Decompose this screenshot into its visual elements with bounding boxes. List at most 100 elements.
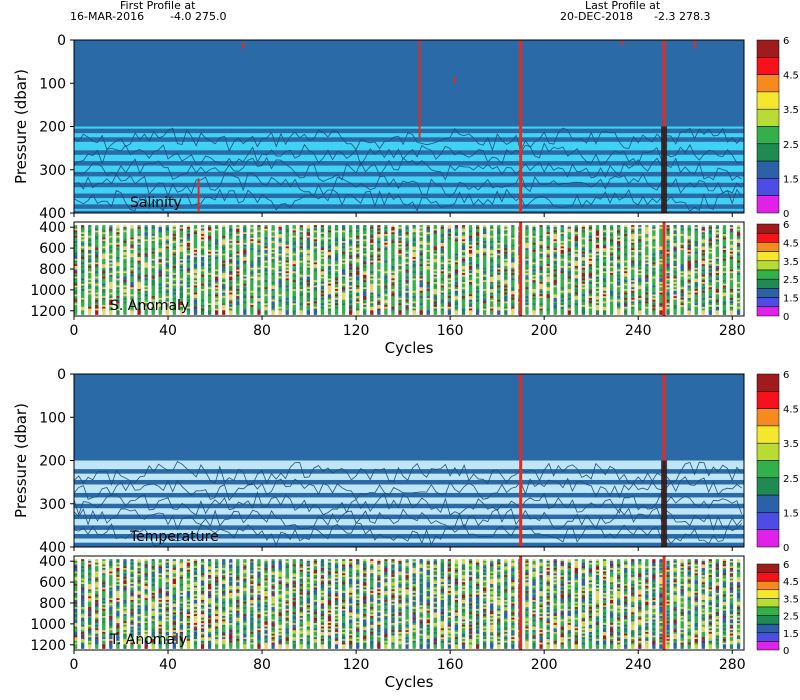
colorbar-label: 1.5 — [783, 174, 799, 185]
anomaly-cell — [602, 310, 607, 315]
colorbar-swatch — [756, 529, 780, 548]
anomaly-cell — [426, 310, 430, 315]
contour-line — [74, 188, 742, 212]
colorbar-swatch — [756, 477, 780, 496]
depth-stripe — [74, 161, 744, 166]
anomaly-cell — [179, 310, 183, 315]
depth-stripe — [74, 503, 744, 509]
anomaly-cell — [349, 310, 353, 315]
colorbar-label: 3.5 — [783, 257, 799, 268]
dark-column — [661, 460, 668, 547]
x-tick-label: 240 — [625, 323, 652, 339]
contour-line — [74, 127, 742, 152]
anomaly-cell — [680, 310, 684, 315]
colorbar-swatch — [756, 260, 780, 271]
y-tick-label: 1000 — [30, 283, 66, 299]
anomaly-cell — [631, 310, 635, 315]
anomaly-cell — [377, 310, 381, 315]
anomaly-cell — [200, 310, 205, 315]
flag-segment — [453, 76, 456, 84]
anomaly-cell — [581, 310, 585, 315]
colorbar: 64.53.52.51.50 — [756, 36, 799, 220]
y-tick-label: 1200 — [30, 304, 66, 320]
anomaly-cell — [729, 310, 734, 315]
anomaly-cell — [285, 310, 289, 315]
anomaly-cell — [546, 310, 550, 315]
colorbar-swatch — [756, 160, 780, 179]
anomaly-cell — [384, 310, 388, 315]
depth-stripe — [74, 193, 744, 199]
anomaly-cell — [483, 310, 487, 315]
contour-line — [74, 142, 742, 167]
colorbar-swatch — [756, 306, 780, 317]
y-tick-label: 600 — [39, 241, 66, 257]
anomaly-cell — [363, 310, 367, 315]
colorbar-label: 6 — [783, 36, 789, 47]
anomaly-cell — [172, 310, 176, 315]
colorbar-label: 2.5 — [783, 140, 799, 151]
anomaly-cell — [327, 310, 332, 315]
flag-segment — [242, 42, 245, 49]
flag-line — [519, 374, 523, 547]
panel-label: Temperature — [129, 529, 219, 545]
anomaly-cell — [659, 310, 663, 315]
depth-stripe — [74, 469, 744, 474]
depth-stripe — [74, 525, 744, 530]
anomaly-cell — [440, 310, 444, 315]
anomaly-cell — [229, 310, 233, 315]
colorbar-swatch — [756, 143, 780, 162]
anomaly-cell — [88, 310, 92, 315]
depth-stripe — [74, 534, 744, 539]
first-profile-coords: -4.0 275.0 — [170, 10, 226, 23]
last-profile-label: Last Profile at — [585, 0, 661, 12]
dark-column — [661, 126, 668, 213]
anomaly-cell — [186, 310, 191, 315]
colorbar: 64.53.52.51.50 — [756, 220, 799, 323]
anomaly-cell — [74, 310, 78, 315]
anomaly-cell — [391, 310, 395, 315]
flag-segment — [693, 40, 696, 49]
colorbar-swatch — [756, 242, 780, 252]
anomaly-cell — [81, 310, 85, 315]
anomaly-cell — [673, 310, 677, 315]
anomaly-cell — [666, 310, 670, 315]
anomaly-cell — [313, 310, 317, 315]
anomaly-cell — [292, 310, 296, 315]
y-axis-label: Pressure (dbar) — [12, 69, 30, 184]
anomaly-cell — [574, 310, 578, 315]
plot-area — [74, 222, 744, 316]
anomaly-cell — [299, 310, 303, 315]
colorbar-label: 2.5 — [783, 474, 799, 485]
y-axis-label: Pressure (dbar) — [12, 403, 30, 518]
colorbar-swatch — [756, 391, 780, 409]
anomaly-cell — [215, 310, 219, 315]
anomaly-cell — [271, 310, 275, 315]
contour-line — [74, 507, 742, 532]
anomaly-cell — [130, 310, 134, 315]
anomaly-cell — [243, 310, 247, 315]
x-tick-label: 40 — [159, 323, 177, 339]
anomaly-cell — [476, 310, 480, 315]
anomaly-cell — [264, 310, 268, 315]
depth-stripe — [74, 204, 744, 209]
anomaly-cell — [736, 310, 741, 315]
colorbar-swatch — [756, 39, 780, 58]
panel-label: Salinity — [130, 195, 182, 211]
colorbar-swatch — [756, 269, 780, 280]
depth-stripe — [74, 492, 744, 498]
x-tick-label: 0 — [70, 323, 79, 339]
flag-segment — [418, 40, 421, 138]
anomaly-cell — [624, 310, 628, 315]
colorbar-label: 1.5 — [783, 508, 799, 519]
colorbar-swatch — [756, 108, 780, 127]
anomaly-cell — [708, 310, 712, 315]
last-profile-coords: -2.3 278.3 — [654, 10, 710, 23]
x-tick-label: 80 — [253, 323, 271, 339]
anomaly-cell — [102, 310, 106, 315]
colorbar-swatch — [756, 195, 780, 214]
depth-stripe — [74, 479, 744, 485]
y-tick-label: 100 — [39, 410, 66, 426]
anomaly-cell — [165, 310, 169, 315]
colorbar-swatch — [756, 57, 780, 75]
